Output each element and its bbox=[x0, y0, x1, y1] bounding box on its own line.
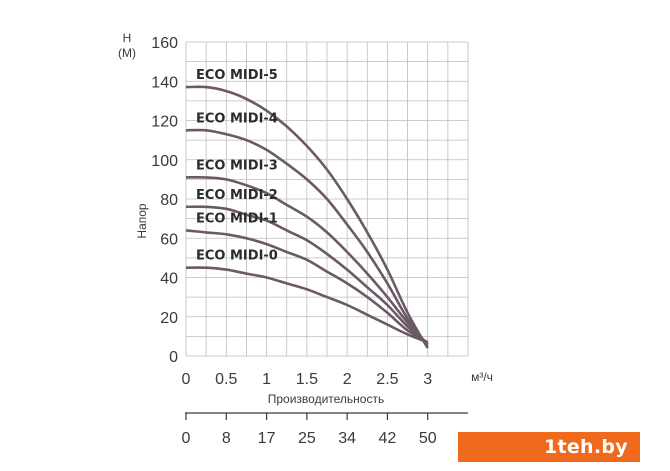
y-tick-label: 100 bbox=[151, 153, 178, 170]
performance-curve bbox=[185, 85, 429, 349]
series-label: ECO MIDI-3 bbox=[196, 158, 278, 173]
x-tick-label: 1.5 bbox=[296, 371, 318, 388]
series-labels: ECO MIDI-5 ECO MIDI-4 ECO MIDI-3 ECO MIDI-2… bbox=[196, 68, 278, 264]
grid bbox=[185, 41, 469, 357]
series-label: ECO MIDI-5 bbox=[196, 68, 278, 83]
secondary-x-tick-label: 34 bbox=[338, 430, 356, 447]
y-unit-label-top: H bbox=[123, 31, 132, 45]
y-tick-label: 120 bbox=[151, 114, 178, 131]
y-tick-label: 40 bbox=[160, 271, 178, 288]
y-tick-label: 20 bbox=[160, 310, 178, 327]
site-logo-watermark: 1teh.by bbox=[458, 432, 640, 462]
performance-curve bbox=[185, 205, 429, 346]
secondary-x-axis: 0 8 17 25 34 42 50 bbox=[182, 412, 468, 447]
series-label: ECO MIDI-0 bbox=[196, 249, 278, 264]
secondary-x-tick-label: 50 bbox=[419, 430, 437, 447]
x-tick-labels: 0 0.5 1 1.5 2 2.5 3 bbox=[182, 371, 433, 388]
series-label: ECO MIDI-1 bbox=[196, 211, 278, 226]
x-tick-label: 0.5 bbox=[215, 371, 237, 388]
y-tick-label: 160 bbox=[151, 35, 178, 52]
x-axis-title: Производительность bbox=[268, 392, 384, 406]
y-axis-title: Напор bbox=[135, 203, 149, 239]
x-unit-label: м³/ч bbox=[471, 370, 493, 384]
performance-curve bbox=[185, 175, 429, 346]
x-tick-label: 3 bbox=[423, 371, 432, 388]
y-unit-label-bottom: (M) bbox=[118, 46, 136, 60]
x-tick-label: 0 bbox=[182, 371, 191, 388]
x-tick-label: 1 bbox=[262, 371, 271, 388]
x-tick-label: 2 bbox=[343, 371, 352, 388]
y-tick-label: 60 bbox=[160, 231, 178, 248]
x-tick-label: 2.5 bbox=[376, 371, 398, 388]
series-label: ECO MIDI-2 bbox=[196, 188, 278, 203]
secondary-x-tick-label: 42 bbox=[379, 430, 397, 447]
series-label: ECO MIDI-4 bbox=[196, 111, 278, 126]
watermark-text: 1teh.by bbox=[543, 436, 628, 458]
y-tick-label: 0 bbox=[169, 349, 178, 366]
y-tick-label: 80 bbox=[160, 192, 178, 209]
secondary-x-tick-label: 8 bbox=[222, 430, 231, 447]
y-tick-label: 140 bbox=[151, 74, 178, 91]
performance-curve bbox=[185, 128, 429, 347]
secondary-x-tick-label: 17 bbox=[258, 430, 276, 447]
secondary-x-tick-label: 0 bbox=[182, 430, 191, 447]
performance-curve bbox=[185, 229, 429, 344]
y-tick-labels: 0 20 40 60 80 100 120 140 160 bbox=[151, 35, 178, 366]
performance-curves bbox=[185, 85, 429, 349]
secondary-x-tick-label: 25 bbox=[298, 430, 316, 447]
performance-curve bbox=[185, 266, 429, 344]
